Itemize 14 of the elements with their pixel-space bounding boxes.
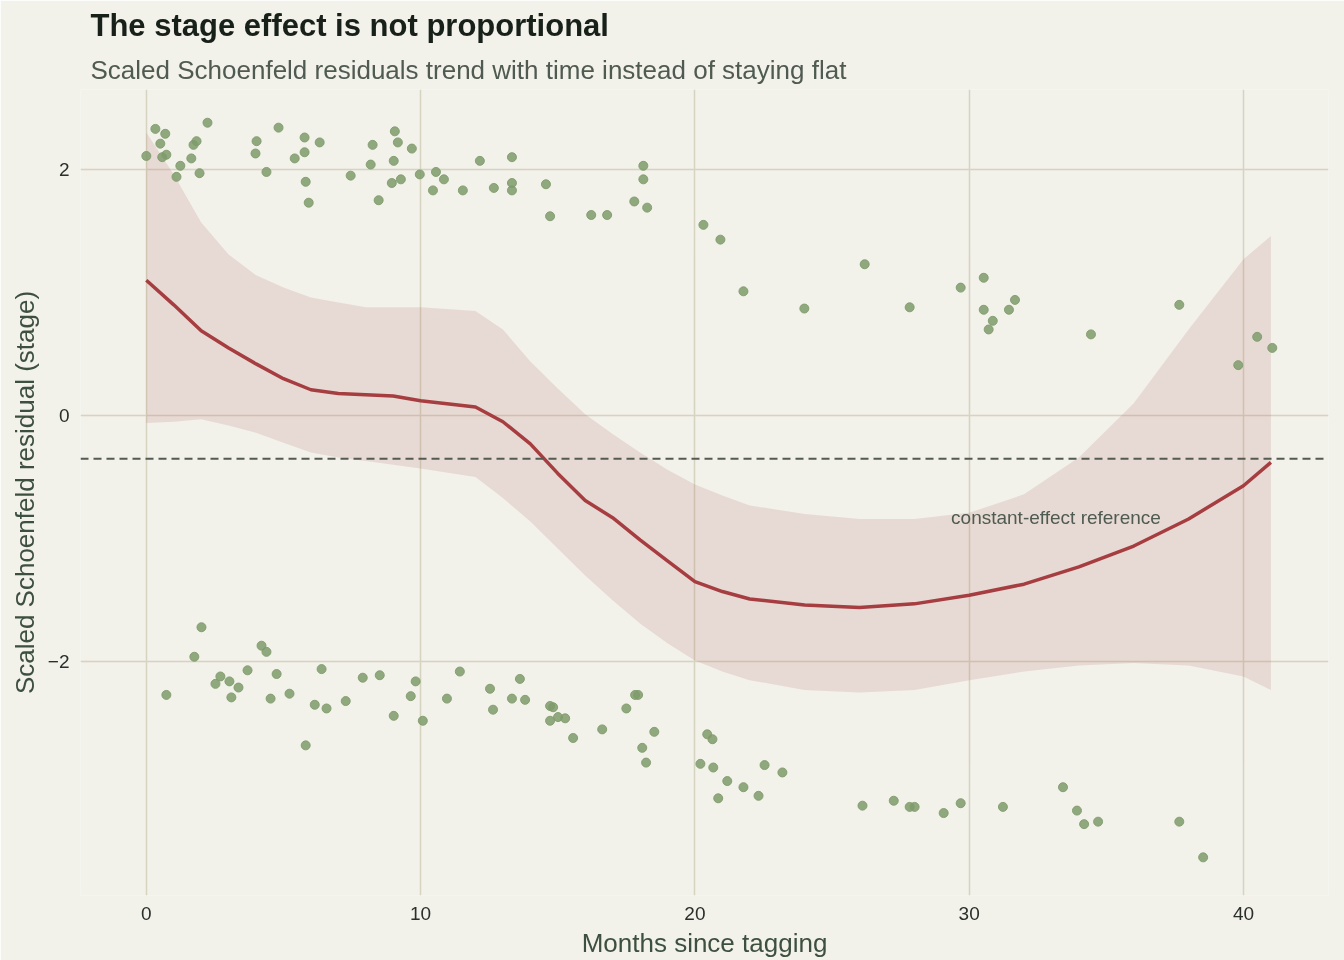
ref-line-label: constant-effect reference bbox=[951, 506, 1161, 528]
chart-subtitle: Scaled Schoenfeld residuals trend with time instead of staying flat bbox=[90, 54, 848, 85]
chart-title: The stage effect is not proportional bbox=[90, 7, 609, 43]
x-axis-title: Months since tagging bbox=[581, 927, 828, 958]
x-tick-label: 10 bbox=[410, 902, 432, 924]
x-tick-label: 40 bbox=[1232, 902, 1255, 924]
line-series bbox=[144, 278, 1273, 610]
x-tick-label: 0 bbox=[141, 902, 152, 924]
x-tick-label: 20 bbox=[684, 902, 706, 924]
y-tick-label: −2 bbox=[47, 651, 70, 673]
y-tick-label: 2 bbox=[58, 158, 70, 180]
y-axis-title: Scaled Schoenfeld residual (stage) bbox=[9, 290, 40, 695]
y-tick-label: 0 bbox=[58, 405, 70, 427]
x-tick-label: 30 bbox=[958, 902, 980, 924]
